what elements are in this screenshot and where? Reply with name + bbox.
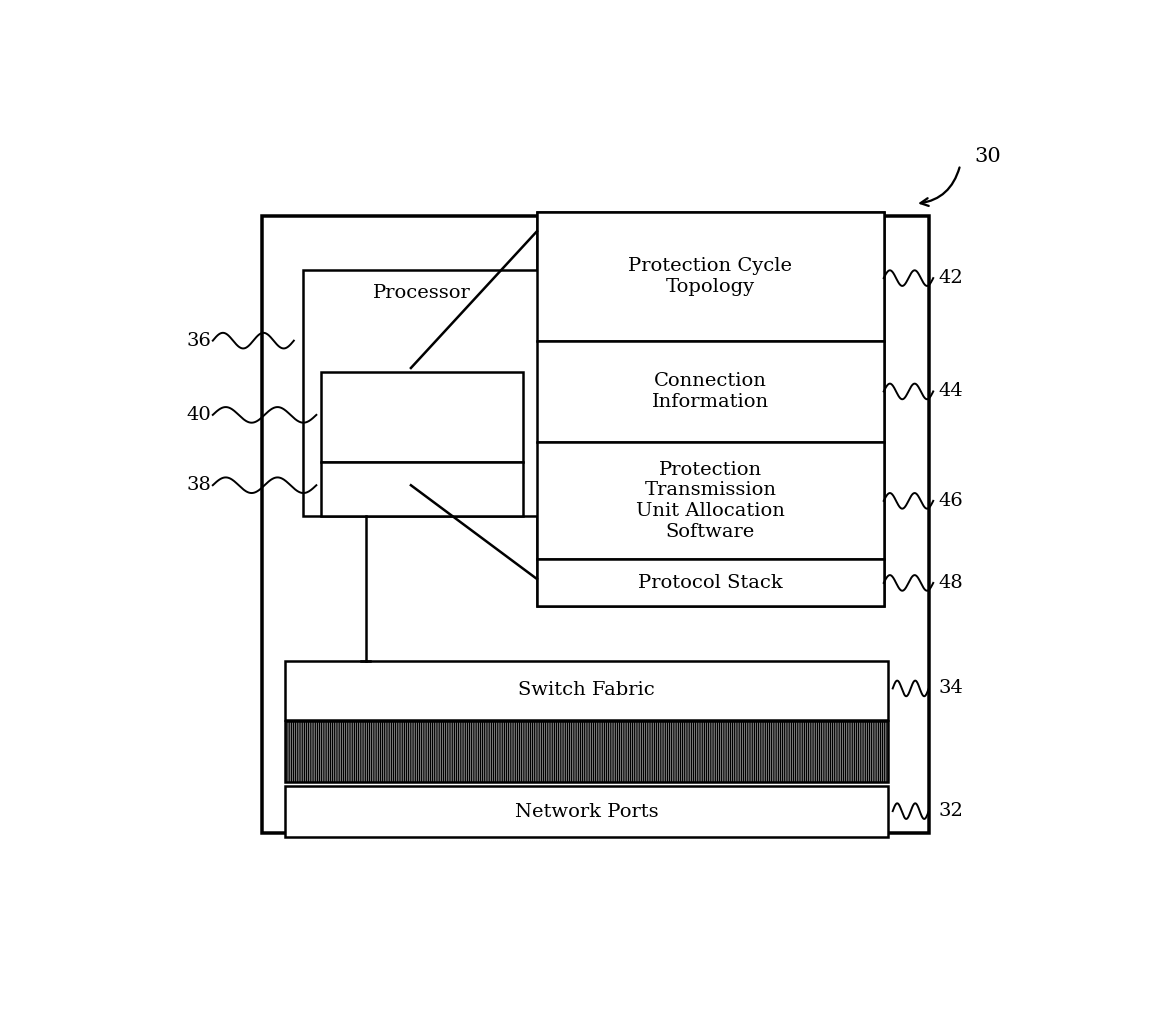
Text: Connection
Information: Connection Information	[652, 373, 769, 411]
Text: 48: 48	[939, 573, 963, 592]
Bar	[285, 786, 888, 837]
Bar	[285, 661, 888, 720]
Bar	[537, 443, 884, 559]
Bar	[285, 722, 888, 783]
Text: Node: Node	[597, 242, 661, 264]
Text: Control
Logic: Control Logic	[385, 470, 459, 509]
Text: Switch Fabric: Switch Fabric	[518, 681, 655, 699]
Bar	[537, 212, 884, 341]
Bar	[537, 559, 884, 606]
Bar	[321, 371, 523, 462]
Text: 30: 30	[974, 147, 1000, 166]
Bar	[303, 270, 541, 517]
Text: 32: 32	[939, 802, 963, 820]
Text: 46: 46	[939, 492, 963, 510]
Text: 42: 42	[939, 269, 963, 287]
Text: 40: 40	[187, 406, 211, 424]
Text: 44: 44	[939, 383, 963, 401]
Bar	[263, 215, 928, 833]
Bar	[537, 212, 884, 606]
Text: 34: 34	[939, 679, 963, 697]
Text: 36: 36	[187, 332, 211, 349]
Text: Processor: Processor	[373, 284, 471, 302]
Text: Protection Cycle
Topology: Protection Cycle Topology	[629, 257, 792, 295]
Text: Network Ports: Network Ports	[515, 803, 659, 820]
Bar	[537, 341, 884, 443]
Text: Switch
Software: Switch Software	[378, 398, 467, 436]
Text: Protocol Stack: Protocol Stack	[638, 573, 783, 592]
Text: Protection
Transmission
Unit Allocation
Software: Protection Transmission Unit Allocation …	[636, 461, 784, 541]
Text: 38: 38	[187, 476, 211, 494]
Bar	[321, 462, 523, 517]
